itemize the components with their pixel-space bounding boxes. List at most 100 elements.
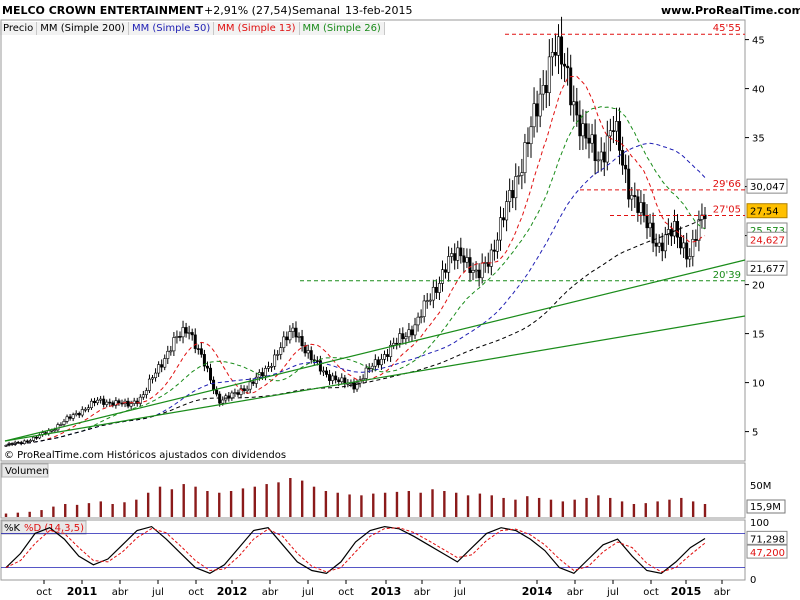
- volume-bar: [395, 491, 399, 517]
- candle-body: [645, 215, 649, 229]
- legend-ma50[interactable]: MM (Simple 50): [128, 22, 215, 35]
- candle-body: [141, 394, 145, 398]
- footer-note: © ProRealTime.com Históricos ajustados c…: [4, 449, 286, 461]
- candle-body: [627, 168, 631, 200]
- candle-body: [114, 400, 118, 406]
- candle-body: [279, 347, 283, 355]
- candle-body: [175, 336, 179, 338]
- volume-bar: [668, 499, 671, 517]
- candle-body: [624, 164, 628, 170]
- x-tick-label: abr: [714, 587, 731, 598]
- volume-bar: [443, 491, 446, 517]
- stoch-title-box: [1, 520, 87, 535]
- candle-body: [453, 253, 457, 261]
- candle-body: [575, 101, 579, 116]
- candle-body: [376, 359, 380, 366]
- candle-body: [178, 336, 182, 338]
- candle-body: [370, 365, 374, 369]
- candle-body: [398, 333, 402, 344]
- candle-body: [440, 269, 444, 284]
- candle-body: [386, 354, 390, 357]
- candle-body: [352, 382, 356, 390]
- candle-body: [260, 372, 264, 377]
- candle-body: [633, 195, 637, 198]
- candle-body: [660, 242, 664, 252]
- candle-body: [166, 350, 170, 359]
- candle-body: [382, 354, 386, 360]
- candle-body: [572, 101, 576, 106]
- volume-bar: [64, 504, 67, 517]
- badge-label: 25,573: [750, 226, 785, 237]
- level-label: 20'39: [713, 270, 741, 281]
- candle-body: [614, 121, 618, 132]
- volume-bar: [111, 504, 114, 517]
- x-tick-label: abr: [567, 587, 584, 598]
- volume-bar: [194, 486, 197, 517]
- candle-body: [321, 370, 325, 373]
- volume-bar: [336, 492, 339, 517]
- candle-body: [273, 354, 277, 367]
- candle-body: [547, 56, 551, 93]
- badge-label: 24,627: [750, 235, 785, 246]
- x-tick-label: 2012: [217, 585, 248, 598]
- candle-body: [608, 130, 612, 137]
- x-tick-label: oct: [338, 587, 354, 598]
- volume-badge: 15,9M: [750, 502, 781, 513]
- candle-body: [373, 359, 377, 367]
- stoch-title: %K: [4, 523, 21, 534]
- candle-body: [535, 103, 539, 117]
- candle-body: [291, 327, 295, 332]
- volume-bar: [218, 492, 221, 517]
- candle-body: [410, 329, 414, 336]
- candle-body: [28, 440, 32, 442]
- ma-200-line: [5, 217, 706, 446]
- indicator-legend: Precio MM (Simple 200) MM (Simple 50) MM (S…: [0, 22, 385, 35]
- volume-bar: [502, 497, 505, 517]
- candle-body: [117, 400, 121, 404]
- candle-body: [669, 229, 673, 237]
- candle-body: [495, 239, 499, 252]
- candle-body: [355, 382, 359, 390]
- y-tick-label: 5: [752, 428, 758, 439]
- trendlines: [4, 259, 746, 442]
- candle-body: [379, 358, 383, 366]
- volume-bar: [16, 512, 20, 517]
- candle-body: [590, 134, 594, 144]
- date-label: 13-feb-2015: [345, 4, 413, 17]
- candle-body: [596, 159, 600, 162]
- candle-body: [581, 123, 585, 137]
- candle-body: [508, 190, 512, 202]
- candle-body: [520, 172, 524, 176]
- candle-body: [364, 367, 368, 379]
- candle-body: [108, 401, 112, 404]
- candle-body: [517, 175, 521, 177]
- candle-body: [651, 222, 655, 244]
- badge-box: [746, 203, 788, 219]
- candle-body: [611, 130, 615, 132]
- candle-body: [679, 236, 683, 249]
- candle-body: [642, 202, 646, 216]
- stoch-badge-label: 47,200: [750, 548, 785, 559]
- candle-body: [205, 365, 209, 369]
- candle-body: [111, 402, 115, 406]
- legend-ma13[interactable]: MM (Simple 13): [214, 22, 300, 35]
- legend-price[interactable]: Precio: [0, 22, 38, 35]
- volume-bars: [4, 478, 707, 517]
- candle-body: [270, 366, 274, 368]
- symbol-name: MELCO CROWN ENTERTAINMENT: [2, 4, 204, 17]
- candle-body: [694, 238, 698, 241]
- candle-body: [315, 360, 319, 362]
- candle-body: [541, 85, 545, 95]
- trendline-lower: [4, 315, 746, 442]
- candle-body: [468, 257, 472, 273]
- y-tick-label: 10: [752, 379, 765, 390]
- candle-body: [404, 336, 408, 340]
- candle-body: [4, 445, 8, 447]
- legend-ma26[interactable]: MM (Simple 26): [299, 22, 385, 35]
- volume-bar: [514, 499, 517, 517]
- x-tick-label: jul: [453, 587, 466, 598]
- x-tick-label: oct: [188, 587, 204, 598]
- candle-body: [462, 255, 466, 263]
- legend-ma200[interactable]: MM (Simple 200): [37, 22, 129, 35]
